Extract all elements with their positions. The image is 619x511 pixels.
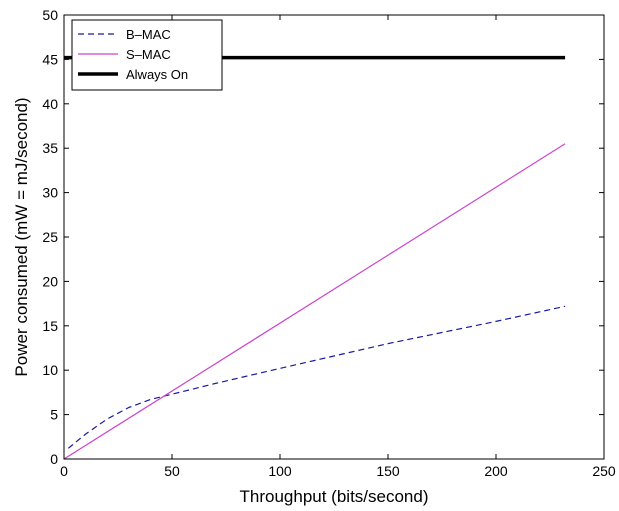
y-tick-label: 40 bbox=[42, 96, 58, 112]
legend-entry-label: B–MAC bbox=[126, 27, 171, 42]
y-tick-label: 5 bbox=[50, 407, 58, 423]
x-axis-label: Throughput (bits/second) bbox=[240, 487, 429, 506]
y-tick-label: 15 bbox=[42, 318, 58, 334]
x-tick-label: 150 bbox=[376, 463, 400, 479]
legend-entry-label: Always On bbox=[126, 67, 188, 82]
y-tick-label: 25 bbox=[42, 229, 58, 245]
y-tick-label: 20 bbox=[42, 273, 58, 289]
y-tick-label: 35 bbox=[42, 140, 58, 156]
x-tick-label: 200 bbox=[484, 463, 508, 479]
series-line-s-mac bbox=[63, 143, 566, 460]
y-tick-label: 10 bbox=[42, 362, 58, 378]
legend: B–MAC S–MAC Always On bbox=[71, 19, 223, 91]
axes-layer: 0 50 100 150 200 250 0 5 10 15 20 25 30 35 40 45 50 bbox=[42, 7, 615, 479]
legend-entry-label: S–MAC bbox=[126, 47, 171, 62]
y-tick-label: 45 bbox=[42, 51, 58, 67]
legend-box bbox=[71, 19, 223, 91]
y-tick-label: 0 bbox=[50, 451, 58, 467]
x-tick-label: 250 bbox=[592, 463, 616, 479]
y-tick-label: 30 bbox=[42, 185, 58, 201]
x-tick-label: 50 bbox=[164, 463, 180, 479]
y-tick-label: 50 bbox=[42, 7, 58, 23]
x-tick-label: 0 bbox=[60, 463, 68, 479]
x-tick-label: 100 bbox=[268, 463, 292, 479]
y-axis-label: Power consumed (mW = mJ/second) bbox=[12, 97, 31, 376]
